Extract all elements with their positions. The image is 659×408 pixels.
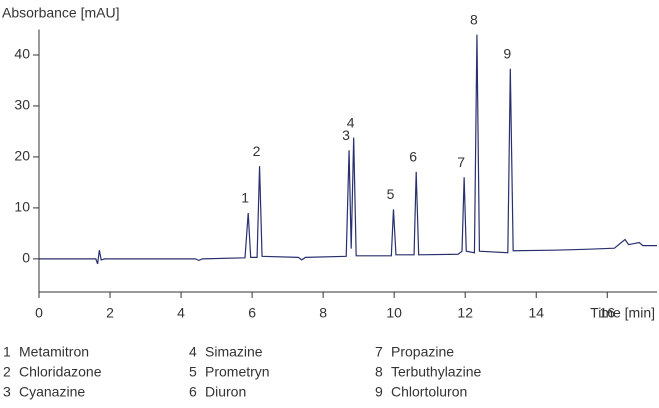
peak-label: 6 — [409, 148, 417, 164]
legend-name: Diuron — [205, 384, 246, 400]
legend-name: Metamitron — [19, 344, 89, 360]
peak-label: 8 — [470, 11, 478, 27]
x-tick-label: 12 — [457, 305, 473, 321]
x-tick-label: 14 — [528, 305, 544, 321]
legend-number: 9 — [375, 384, 383, 400]
y-tick-label: 40 — [14, 46, 30, 62]
x-tick-label: 16 — [599, 305, 615, 321]
legend-number: 5 — [189, 364, 197, 380]
x-tick-label: 2 — [106, 305, 114, 321]
legend-name: Chlortoluron — [391, 384, 467, 400]
x-tick-label: 0 — [35, 305, 43, 321]
legend-number: 8 — [375, 364, 383, 380]
y-tick-label: 30 — [14, 97, 30, 113]
peak-label: 3 — [342, 127, 350, 143]
legend-number: 1 — [3, 344, 11, 360]
chromatogram-line — [39, 34, 657, 265]
y-tick-label: 10 — [14, 199, 30, 215]
legend-name: Terbuthylazine — [391, 364, 481, 380]
legend-number: 2 — [3, 364, 11, 380]
x-tick-label: 10 — [386, 305, 402, 321]
legend-name: Simazine — [205, 344, 263, 360]
peak-label: 7 — [457, 154, 465, 170]
x-tick-label: 8 — [319, 305, 327, 321]
legend-number: 6 — [189, 384, 197, 400]
x-tick-label: 6 — [248, 305, 256, 321]
peak-label: 5 — [387, 186, 395, 202]
legend-number: 7 — [375, 344, 383, 360]
peak-label: 1 — [241, 190, 249, 206]
x-axis-label: Time [min] — [590, 305, 655, 321]
y-tick-label: 20 — [14, 148, 30, 164]
legend-number: 3 — [3, 384, 11, 400]
legend-name: Prometryn — [205, 364, 270, 380]
y-tick-label: 0 — [22, 250, 30, 266]
peak-label: 4 — [347, 114, 355, 130]
legend-name: Cyanazine — [19, 384, 85, 400]
peak-label: 2 — [253, 143, 261, 159]
legend-name: Chloridazone — [19, 364, 102, 380]
legend-number: 4 — [189, 344, 197, 360]
peak-label: 9 — [503, 45, 511, 61]
legend-name: Propazine — [391, 344, 454, 360]
y-axis-label: Absorbance [mAU] — [2, 5, 120, 21]
x-tick-label: 4 — [177, 305, 185, 321]
